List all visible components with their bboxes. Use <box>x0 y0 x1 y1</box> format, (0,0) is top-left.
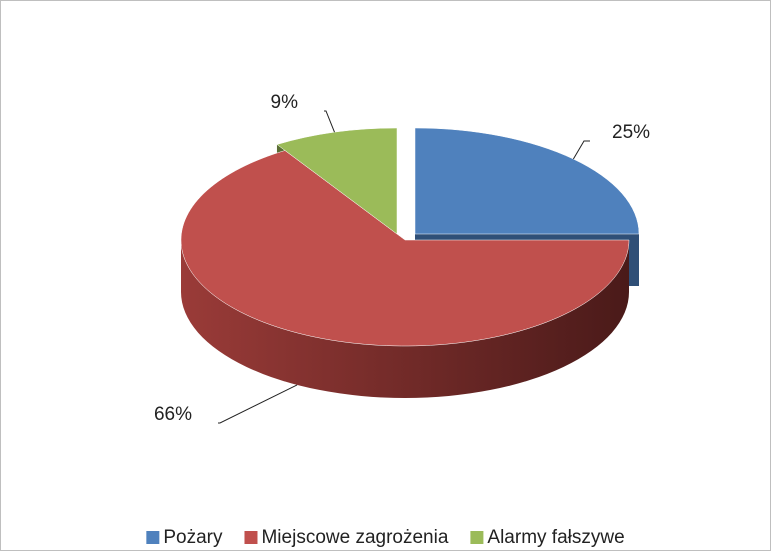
slice <box>180 150 630 347</box>
data-label: 66% <box>154 404 192 425</box>
legend-label: Miejscowe zagrożenia <box>261 527 448 548</box>
legend-swatch <box>146 531 160 544</box>
legend-item: Miejscowe zagrożenia <box>244 527 449 548</box>
leader-line <box>324 110 335 133</box>
legend-item: Pożary <box>146 527 223 548</box>
legend: Pożary Miejscowe zagrożenia Alarmy fałszyw… <box>146 527 625 548</box>
legend-swatch <box>244 531 258 544</box>
legend-label: Pożary <box>163 527 223 548</box>
legend-label: Alarmy fałszywe <box>487 527 624 548</box>
leader-line <box>218 384 298 424</box>
slice <box>276 127 398 235</box>
legend-swatch <box>470 531 484 544</box>
leader-line <box>572 140 590 160</box>
legend-item: Alarmy fałszywe <box>470 527 625 548</box>
pie: 25% 66% 9% <box>154 92 650 425</box>
data-label: 25% <box>612 122 650 143</box>
data-label: 9% <box>271 92 299 113</box>
slice-side <box>181 240 629 398</box>
slice <box>414 127 640 235</box>
